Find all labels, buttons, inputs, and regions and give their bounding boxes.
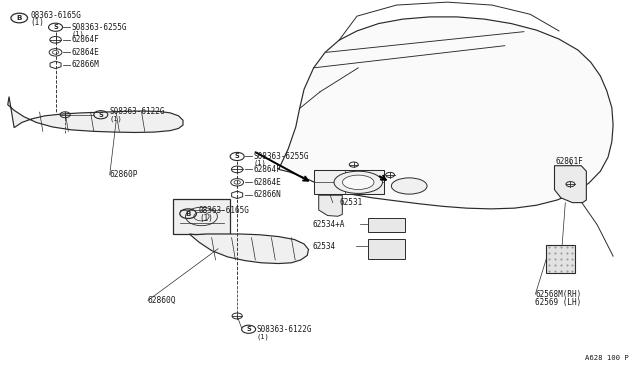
Text: S: S xyxy=(99,112,103,118)
Text: 62864E: 62864E xyxy=(253,178,281,187)
Polygon shape xyxy=(189,234,308,263)
Polygon shape xyxy=(319,195,342,216)
Text: 62568M(RH): 62568M(RH) xyxy=(536,291,582,299)
Text: (1): (1) xyxy=(256,334,269,340)
Ellipse shape xyxy=(392,178,427,194)
Text: S08363-6255G: S08363-6255G xyxy=(253,152,308,161)
Text: 62861F: 62861F xyxy=(556,157,584,166)
Text: S08363-6122G: S08363-6122G xyxy=(256,326,312,334)
FancyBboxPatch shape xyxy=(368,218,404,232)
Text: 62531: 62531 xyxy=(339,198,362,207)
FancyBboxPatch shape xyxy=(314,170,384,194)
Text: 62860Q: 62860Q xyxy=(148,296,177,305)
Text: 62864F: 62864F xyxy=(72,35,99,44)
Text: B: B xyxy=(186,211,191,217)
Polygon shape xyxy=(554,166,586,203)
Text: 62866M: 62866M xyxy=(72,60,99,70)
Text: (1): (1) xyxy=(253,160,266,166)
Text: S: S xyxy=(53,24,58,30)
Polygon shape xyxy=(278,17,613,209)
Text: B: B xyxy=(17,15,22,21)
Text: 08363-6165G: 08363-6165G xyxy=(30,10,81,20)
FancyBboxPatch shape xyxy=(368,239,404,259)
Polygon shape xyxy=(8,97,183,132)
Text: 08363-6165G: 08363-6165G xyxy=(199,206,250,215)
Text: (1): (1) xyxy=(109,115,122,122)
Text: A628 100 P: A628 100 P xyxy=(586,355,629,361)
Text: (1): (1) xyxy=(72,31,84,37)
Text: 62864E: 62864E xyxy=(72,48,99,57)
FancyBboxPatch shape xyxy=(173,199,230,234)
Text: S: S xyxy=(235,154,239,160)
Text: 62864F: 62864F xyxy=(253,165,281,174)
Text: 62534+A: 62534+A xyxy=(312,219,345,228)
Text: 62569 (LH): 62569 (LH) xyxy=(536,298,582,307)
Text: 62534: 62534 xyxy=(312,242,335,251)
Text: (1): (1) xyxy=(199,214,213,222)
Text: S08363-6255G: S08363-6255G xyxy=(72,23,127,32)
Text: 62860P: 62860P xyxy=(109,170,138,179)
Polygon shape xyxy=(546,245,575,273)
Text: 62866N: 62866N xyxy=(253,190,281,199)
Text: S: S xyxy=(246,326,251,332)
Text: S08363-6122G: S08363-6122G xyxy=(109,106,165,116)
Ellipse shape xyxy=(342,175,374,189)
Text: (1): (1) xyxy=(30,18,44,27)
Ellipse shape xyxy=(334,171,383,193)
